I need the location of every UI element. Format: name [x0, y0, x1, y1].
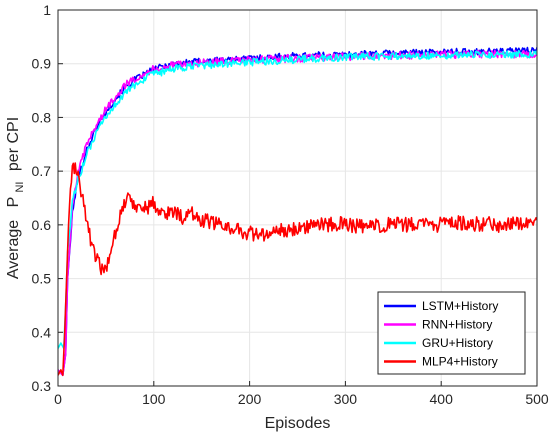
y-tick-label: 0.4 [32, 324, 52, 340]
plot-frame [57, 9, 538, 387]
y-tick-label: 0.6 [32, 217, 52, 233]
x-tick-label: 100 [142, 391, 166, 407]
legend: LSTM+History RNN+History GRU+History MLP4+H… [377, 291, 526, 375]
y-axis-label: Average P NI per CPI [5, 117, 27, 279]
x-axis: 0 100 200 300 400 500 [54, 381, 549, 407]
series-line-lstm-history [58, 46, 537, 377]
x-tick-label: 400 [430, 391, 454, 407]
x-tick-label: 300 [334, 391, 358, 407]
y-axis-label-suffix: per CPI [5, 117, 22, 171]
series-line-gru-history [58, 49, 537, 350]
series-line-mlp4-history [58, 162, 537, 377]
legend-label: MLP4+History [422, 355, 498, 369]
legend-label: GRU+History [422, 336, 493, 350]
legend-label: RNN+History [422, 318, 492, 332]
y-axis: 0.3 0.4 0.5 0.6 0.7 0.8 0.9 1 [32, 2, 63, 394]
y-tick-label: 0.9 [32, 56, 52, 72]
y-axis-label-prefix: Average [5, 220, 22, 279]
y-tick-label: 0.5 [32, 271, 52, 287]
x-tick-label: 0 [54, 391, 62, 407]
y-tick-label: 0.8 [32, 109, 52, 125]
y-axis-label-p: P [5, 197, 22, 207]
y-tick-label: 0.7 [32, 163, 52, 179]
x-tick-label: 500 [525, 391, 549, 407]
y-tick-label: 1 [43, 2, 51, 18]
legend-label: LSTM+History [422, 299, 498, 313]
legend-entries: LSTM+History RNN+History GRU+History MLP4+H… [384, 299, 498, 369]
x-tick-label: 200 [238, 391, 262, 407]
x-axis-label: Episodes [265, 415, 331, 432]
series-group [58, 46, 537, 377]
y-tick-label: 0.3 [32, 378, 52, 394]
y-axis-label-subscript: NI [14, 182, 26, 193]
